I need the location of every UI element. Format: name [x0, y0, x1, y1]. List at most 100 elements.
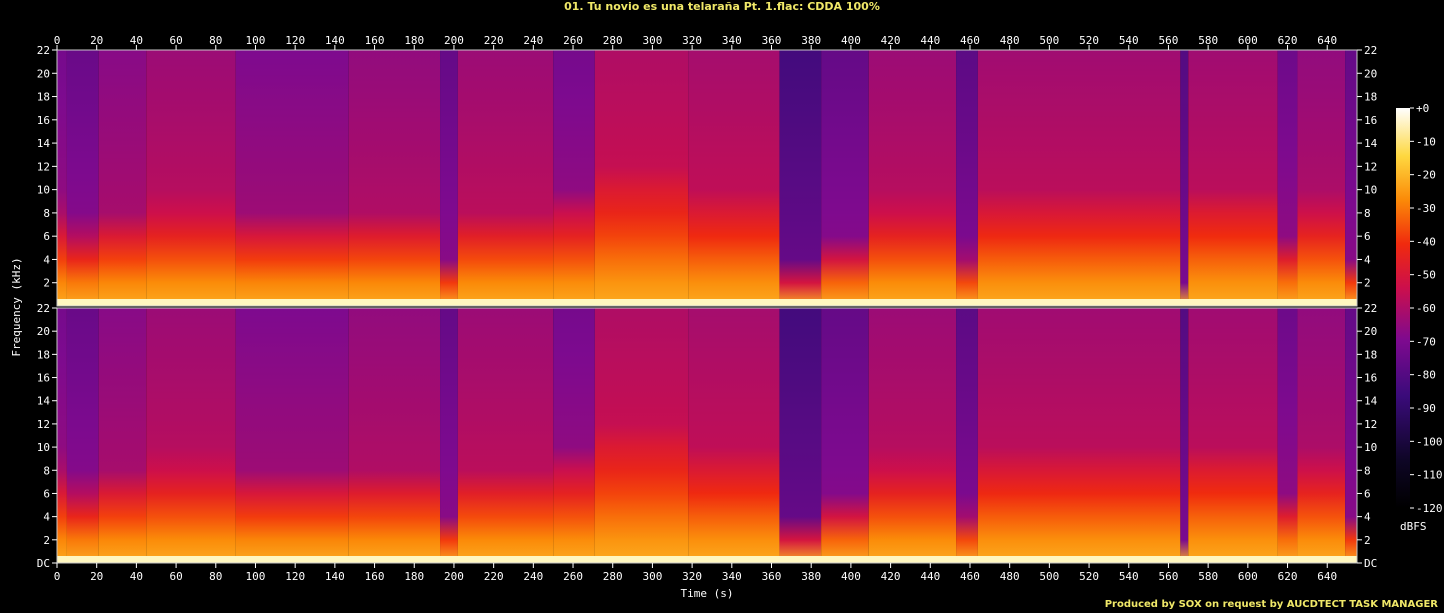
- time-segment: [868, 308, 957, 563]
- time-segment: [821, 50, 869, 306]
- y-tick-label: 6: [43, 230, 50, 243]
- colorbar-tick-label: -40: [1416, 235, 1436, 248]
- chart-title: 01. Tu novio es una telaraña Pt. 1.flac:…: [564, 0, 880, 13]
- x-tick-label: 440: [920, 570, 940, 583]
- colorbar-tick-label: -90: [1416, 402, 1436, 415]
- y-tick-label: 4: [43, 511, 50, 524]
- y-tick-label: 14: [37, 395, 51, 408]
- time-segment: [977, 308, 1181, 563]
- time-segment: [457, 50, 554, 306]
- x-tick-label: 460: [960, 34, 980, 47]
- y-tick-label: 4: [1364, 253, 1371, 266]
- y-tick-label: 20: [1364, 67, 1377, 80]
- y-tick-label: 20: [1364, 325, 1377, 338]
- x-tick-label: 240: [523, 34, 543, 47]
- x-tick-label: 340: [722, 34, 742, 47]
- y-tick-label: 10: [1364, 184, 1377, 197]
- x-tick-label: 340: [722, 570, 742, 583]
- x-tick-label: 260: [563, 34, 583, 47]
- x-tick-label: 400: [841, 34, 861, 47]
- x-tick-label: 200: [444, 570, 464, 583]
- time-segment: [66, 308, 99, 563]
- y-tick-label: 18: [1364, 348, 1377, 361]
- x-tick-label: 140: [325, 34, 345, 47]
- x-tick-label: 560: [1159, 34, 1179, 47]
- x-tick-label: 180: [404, 34, 424, 47]
- x-tick-label: 280: [603, 570, 623, 583]
- y-tick-label: 14: [1364, 395, 1378, 408]
- time-segment: [956, 50, 978, 306]
- y-tick-label: 4: [1364, 511, 1371, 524]
- x-tick-label: 380: [801, 34, 821, 47]
- time-segment: [1188, 50, 1278, 306]
- x-tick-label: 80: [209, 570, 222, 583]
- time-segment: [553, 308, 595, 563]
- y-tick-label: 12: [1364, 418, 1377, 431]
- spectrogram-axes: 0 0 20 20 40 40 60 60 80 80 100 100 120 120 140 140 160 1…: [37, 34, 1378, 583]
- time-segment: [779, 50, 822, 306]
- y-tick-label: 18: [37, 91, 50, 104]
- time-segment: [553, 50, 595, 306]
- y-tick-label: 2: [1364, 277, 1371, 290]
- x-tick-label: 520: [1079, 34, 1099, 47]
- colorbar-tick-label: -80: [1416, 369, 1436, 382]
- x-tick-label: 80: [209, 34, 222, 47]
- x-tick-label: 120: [285, 34, 305, 47]
- y-tick-label: 8: [1364, 464, 1371, 477]
- x-tick-label: 140: [325, 570, 345, 583]
- x-tick-label: 280: [603, 34, 623, 47]
- x-axis-label: Time (s): [681, 587, 734, 600]
- x-tick-label: 480: [1000, 570, 1020, 583]
- x-tick-label: 300: [642, 570, 662, 583]
- y-tick-label: 14: [1364, 137, 1378, 150]
- x-tick-label: 320: [682, 34, 702, 47]
- y-tick-label: 12: [37, 418, 50, 431]
- time-segment: [1277, 50, 1298, 306]
- time-segment: [977, 50, 1181, 306]
- x-tick-label: 420: [881, 570, 901, 583]
- channel-panel-left: [56, 49, 1358, 307]
- x-tick-label: 440: [920, 34, 940, 47]
- x-tick-label: 560: [1159, 570, 1179, 583]
- x-tick-label: 580: [1198, 34, 1218, 47]
- x-tick-label: 380: [801, 570, 821, 583]
- colorbar-tick-label: -60: [1416, 302, 1436, 315]
- x-tick-label: 0: [54, 570, 61, 583]
- spectrogram-panels: [56, 49, 1358, 564]
- y-tick-label: 2: [43, 277, 50, 290]
- x-tick-label: 320: [682, 570, 702, 583]
- time-segment: [235, 308, 349, 563]
- x-tick-label: 580: [1198, 570, 1218, 583]
- x-tick-label: 100: [246, 570, 266, 583]
- x-tick-label: 20: [90, 34, 103, 47]
- x-tick-label: 220: [484, 34, 504, 47]
- y-tick-label: 20: [37, 325, 50, 338]
- y-tick-label: 18: [1364, 91, 1377, 104]
- time-segment: [956, 308, 978, 563]
- time-segment: [348, 308, 441, 563]
- colorbar: [1396, 108, 1410, 508]
- time-segment: [457, 308, 554, 563]
- time-segment: [688, 308, 780, 563]
- x-tick-label: 240: [523, 570, 543, 583]
- x-tick-label: 200: [444, 34, 464, 47]
- y-tick-label: 14: [37, 137, 51, 150]
- time-segment: [348, 50, 441, 306]
- x-tick-label: 40: [130, 570, 143, 583]
- y-axis-label: Frequency (kHz): [10, 257, 23, 356]
- x-tick-label: 460: [960, 570, 980, 583]
- y-tick-label: 16: [1364, 372, 1377, 385]
- x-tick-label: 480: [1000, 34, 1020, 47]
- x-tick-label: 640: [1317, 34, 1337, 47]
- y-tick-label: 10: [1364, 441, 1377, 454]
- colorbar-tick-label: -50: [1416, 269, 1436, 282]
- time-segment: [1180, 50, 1189, 306]
- x-tick-label: 360: [762, 570, 782, 583]
- y-tick-label: 8: [43, 464, 50, 477]
- time-segment: [594, 50, 689, 306]
- time-segment: [1345, 308, 1357, 563]
- x-tick-label: 40: [130, 34, 143, 47]
- colorbar-tick-label: -20: [1416, 169, 1436, 182]
- time-segment: [1297, 308, 1346, 563]
